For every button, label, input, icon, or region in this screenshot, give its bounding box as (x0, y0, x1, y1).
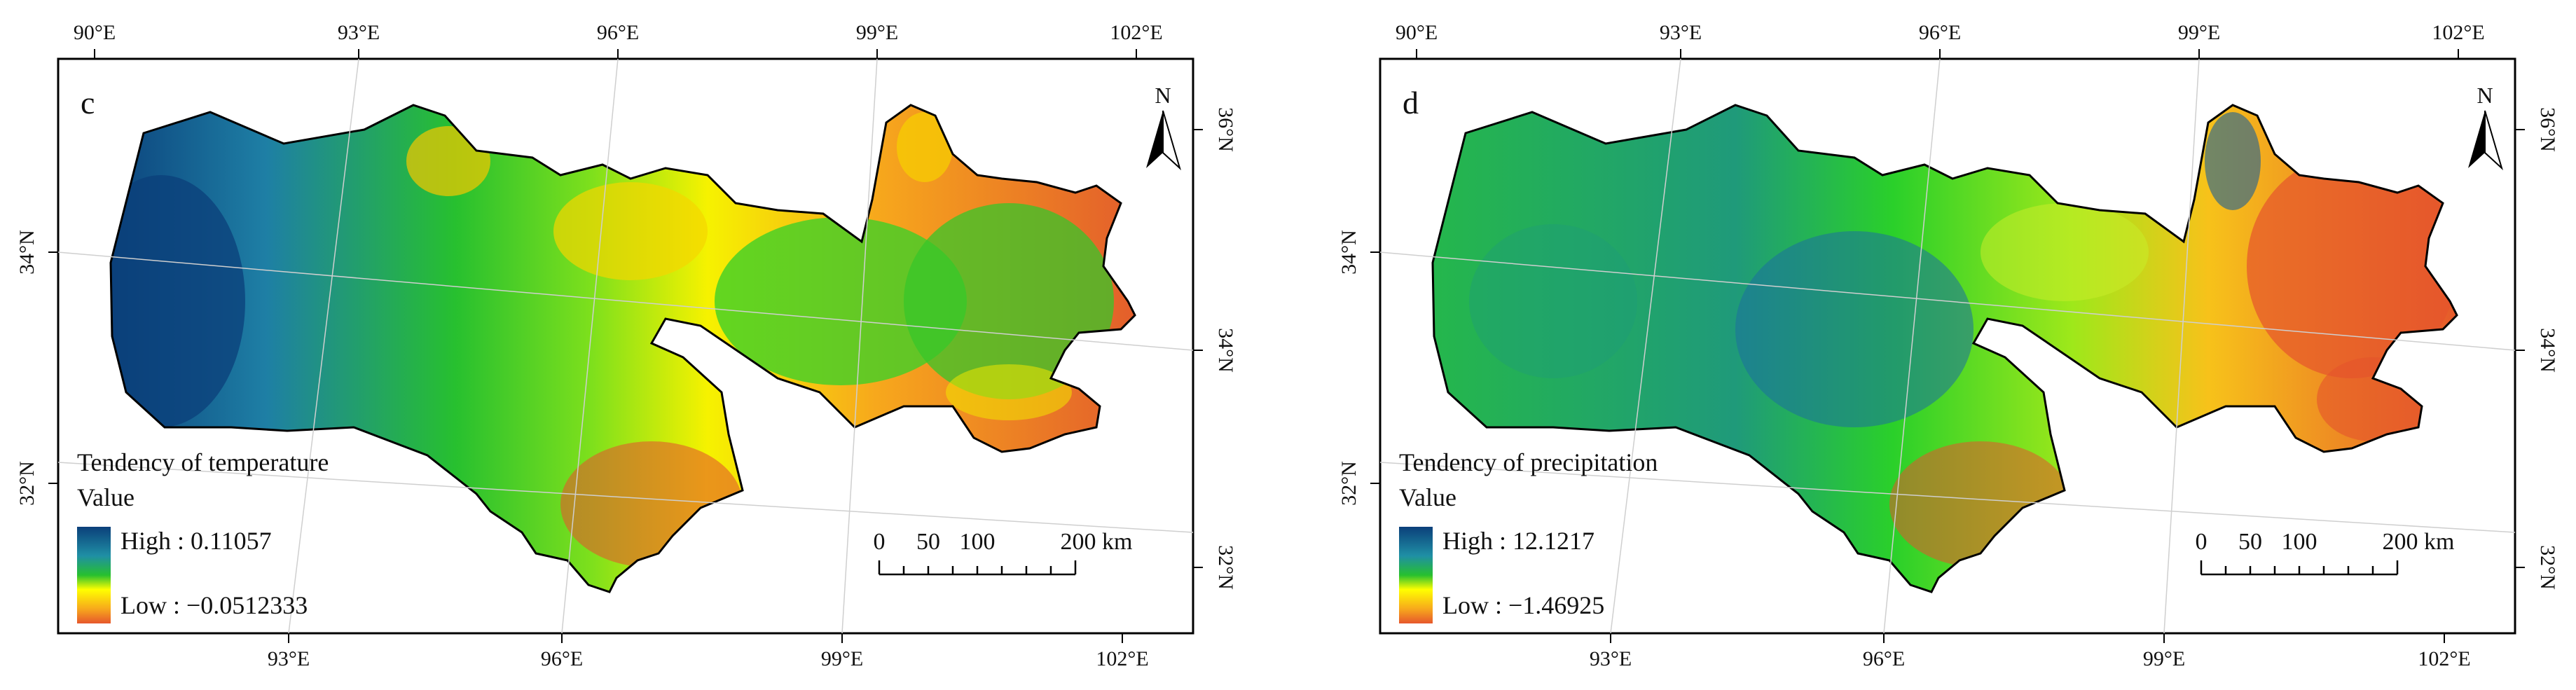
bottom-tick-label: 93°E (1590, 647, 1632, 670)
panel-label: c (81, 85, 95, 120)
left-tick-label: 34°N (1337, 230, 1361, 275)
graticule (57, 58, 1194, 634)
legend-ramp (1399, 527, 1433, 623)
ticks (1370, 49, 2525, 643)
top-ticks (48, 49, 1203, 643)
svg-text:0: 0 (874, 529, 886, 555)
bottom-tick-label: 96°E (1863, 647, 1905, 670)
legend-high: High : 0.11057 (120, 527, 272, 555)
bottom-tick-label: 93°E (268, 647, 310, 670)
top-tick-label: 90°E (1396, 21, 1438, 44)
legend-low: Low : −1.46925 (1442, 591, 1604, 619)
svg-text:100: 100 (960, 529, 996, 555)
right-tick-label: 34°N (2536, 328, 2559, 373)
top-tick-label: 99°E (856, 21, 898, 44)
top-tick-label: 90°E (74, 21, 116, 44)
top-tick-label: 102°E (2432, 21, 2484, 44)
map-panel-precipitation: 90°E 93°E 96°E 99°E 102°E 93°E 96°E 99°E… (1322, 0, 2576, 690)
svg-text:100: 100 (2282, 529, 2317, 555)
left-tick-label: 32°N (15, 461, 39, 506)
legend: Tendency of precipitation Value High : 1… (1399, 448, 1658, 623)
svg-text:50: 50 (916, 529, 940, 555)
north-arrow-icon: N (2468, 83, 2503, 171)
bottom-tick-label: 102°E (2418, 647, 2470, 670)
top-tick-label: 102°E (1110, 21, 1162, 44)
graticule (1379, 58, 2516, 634)
right-tick-label: 34°N (1214, 328, 1237, 373)
scale-bar: 0 50 100 200 km (874, 529, 1133, 576)
map-svg-precipitation: 90°E 93°E 96°E 99°E 102°E 93°E 96°E 99°E… (1337, 21, 2559, 670)
bottom-tick-label: 102°E (1096, 647, 1148, 670)
bottom-tick-label: 96°E (541, 647, 583, 670)
legend-subtitle: Value (1399, 483, 1456, 511)
map-panel-temperature: 90°E 93°E 96°E 99°E 102°E 93°E 96°E 99°E… (0, 0, 1254, 690)
right-tick-label: 32°N (1214, 545, 1237, 590)
right-tick-label: 36°N (1214, 107, 1237, 152)
left-tick-label: 32°N (1337, 461, 1361, 506)
north-arrow-icon: N (1146, 83, 1181, 171)
svg-text:N: N (1155, 83, 1171, 108)
top-tick-label: 96°E (1919, 21, 1961, 44)
legend-low: Low : −0.0512333 (120, 591, 308, 619)
top-tick-label: 99°E (2178, 21, 2220, 44)
top-tick-label: 93°E (338, 21, 380, 44)
svg-text:N: N (2477, 83, 2493, 108)
svg-text:200 km: 200 km (2383, 529, 2455, 555)
scale-bar: 0 50 100 200 km (2196, 529, 2455, 576)
svg-text:200 km: 200 km (1061, 529, 1133, 555)
top-tick-label: 93°E (1660, 21, 1702, 44)
legend-high: High : 12.1217 (1442, 527, 1594, 555)
top-tick-label: 96°E (597, 21, 639, 44)
legend-title: Tendency of temperature (77, 448, 329, 476)
legend: Tendency of temperature Value High : 0.1… (77, 448, 329, 623)
legend-title: Tendency of precipitation (1399, 448, 1658, 476)
map-svg-temperature: 90°E 93°E 96°E 99°E 102°E 93°E 96°E 99°E… (15, 21, 1237, 670)
bottom-tick-label: 99°E (2143, 647, 2185, 670)
right-tick-label: 32°N (2536, 545, 2559, 590)
left-tick-label: 34°N (15, 230, 39, 275)
legend-subtitle: Value (77, 483, 135, 511)
bottom-tick-label: 99°E (821, 647, 863, 670)
svg-text:50: 50 (2238, 529, 2262, 555)
legend-ramp (77, 527, 111, 623)
right-tick-label: 36°N (2536, 107, 2559, 152)
panel-label: d (1403, 85, 1419, 120)
svg-text:0: 0 (2196, 529, 2207, 555)
